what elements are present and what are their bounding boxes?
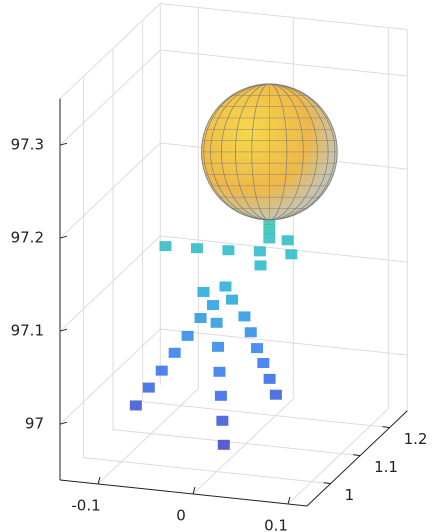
grid-line: [83, 457, 331, 485]
grid-line: [59, 3, 161, 100]
y-tick: [323, 482, 331, 485]
point: [181, 330, 194, 341]
point: [251, 343, 264, 354]
y-tick-label: 1.1: [374, 458, 398, 476]
point: [244, 327, 257, 338]
point: [238, 311, 251, 322]
grid-line: [287, 408, 389, 505]
point: [213, 366, 226, 377]
point: [159, 241, 172, 252]
point: [207, 300, 219, 311]
y-tick-label: 1.2: [404, 430, 428, 448]
point: [210, 317, 223, 328]
y-tick-label: 1: [345, 486, 355, 504]
point: [257, 358, 270, 369]
point: [219, 281, 232, 292]
point: [197, 286, 210, 297]
grid-line: [192, 398, 294, 495]
z-tick: [59, 328, 68, 332]
y-tick: [382, 426, 390, 429]
point: [226, 294, 238, 305]
x-axis: [59, 479, 308, 507]
sphere-mesh: [203, 83, 336, 221]
point: [129, 400, 142, 411]
point: [254, 260, 267, 271]
grid-line: [160, 3, 408, 30]
point: [212, 341, 225, 352]
z-tick-label: 97: [25, 415, 44, 433]
point: [269, 389, 282, 400]
point: [263, 373, 276, 384]
point: [263, 224, 276, 235]
grid-line: [59, 235, 161, 332]
x-tick-label: -0.1: [71, 497, 100, 515]
point: [216, 415, 229, 426]
grid-line: [160, 328, 408, 356]
point: [217, 439, 230, 450]
grid-line: [160, 49, 408, 77]
z-tick-label: 97.2: [11, 229, 44, 247]
z-tick: [59, 235, 68, 239]
point: [222, 245, 235, 256]
grid-line: [59, 142, 161, 239]
x-tick: [287, 496, 291, 505]
z-tick-label: 97.3: [11, 136, 44, 154]
x-tick-label: 0.1: [264, 517, 288, 532]
point: [263, 233, 276, 244]
z-tick: [59, 142, 68, 146]
y-axis: [306, 410, 408, 507]
z-tick: [59, 421, 68, 425]
point: [285, 249, 298, 260]
point: [214, 390, 227, 401]
grid-line: [59, 49, 161, 146]
point: [168, 347, 181, 358]
x-tick: [192, 486, 196, 495]
y-tick: [353, 454, 361, 457]
grid-line: [160, 235, 408, 263]
grid-line: [142, 401, 390, 429]
grid-line: [59, 328, 161, 425]
point: [142, 382, 155, 393]
grid-line: [113, 429, 361, 457]
grid-line: [97, 388, 199, 485]
point: [194, 313, 207, 323]
point: [253, 246, 266, 257]
x-tick-label: 0: [176, 507, 186, 525]
point: [281, 235, 294, 246]
x-tick: [97, 476, 101, 485]
point: [190, 243, 203, 254]
point: [155, 365, 168, 376]
z-tick-label: 97.1: [11, 322, 44, 340]
